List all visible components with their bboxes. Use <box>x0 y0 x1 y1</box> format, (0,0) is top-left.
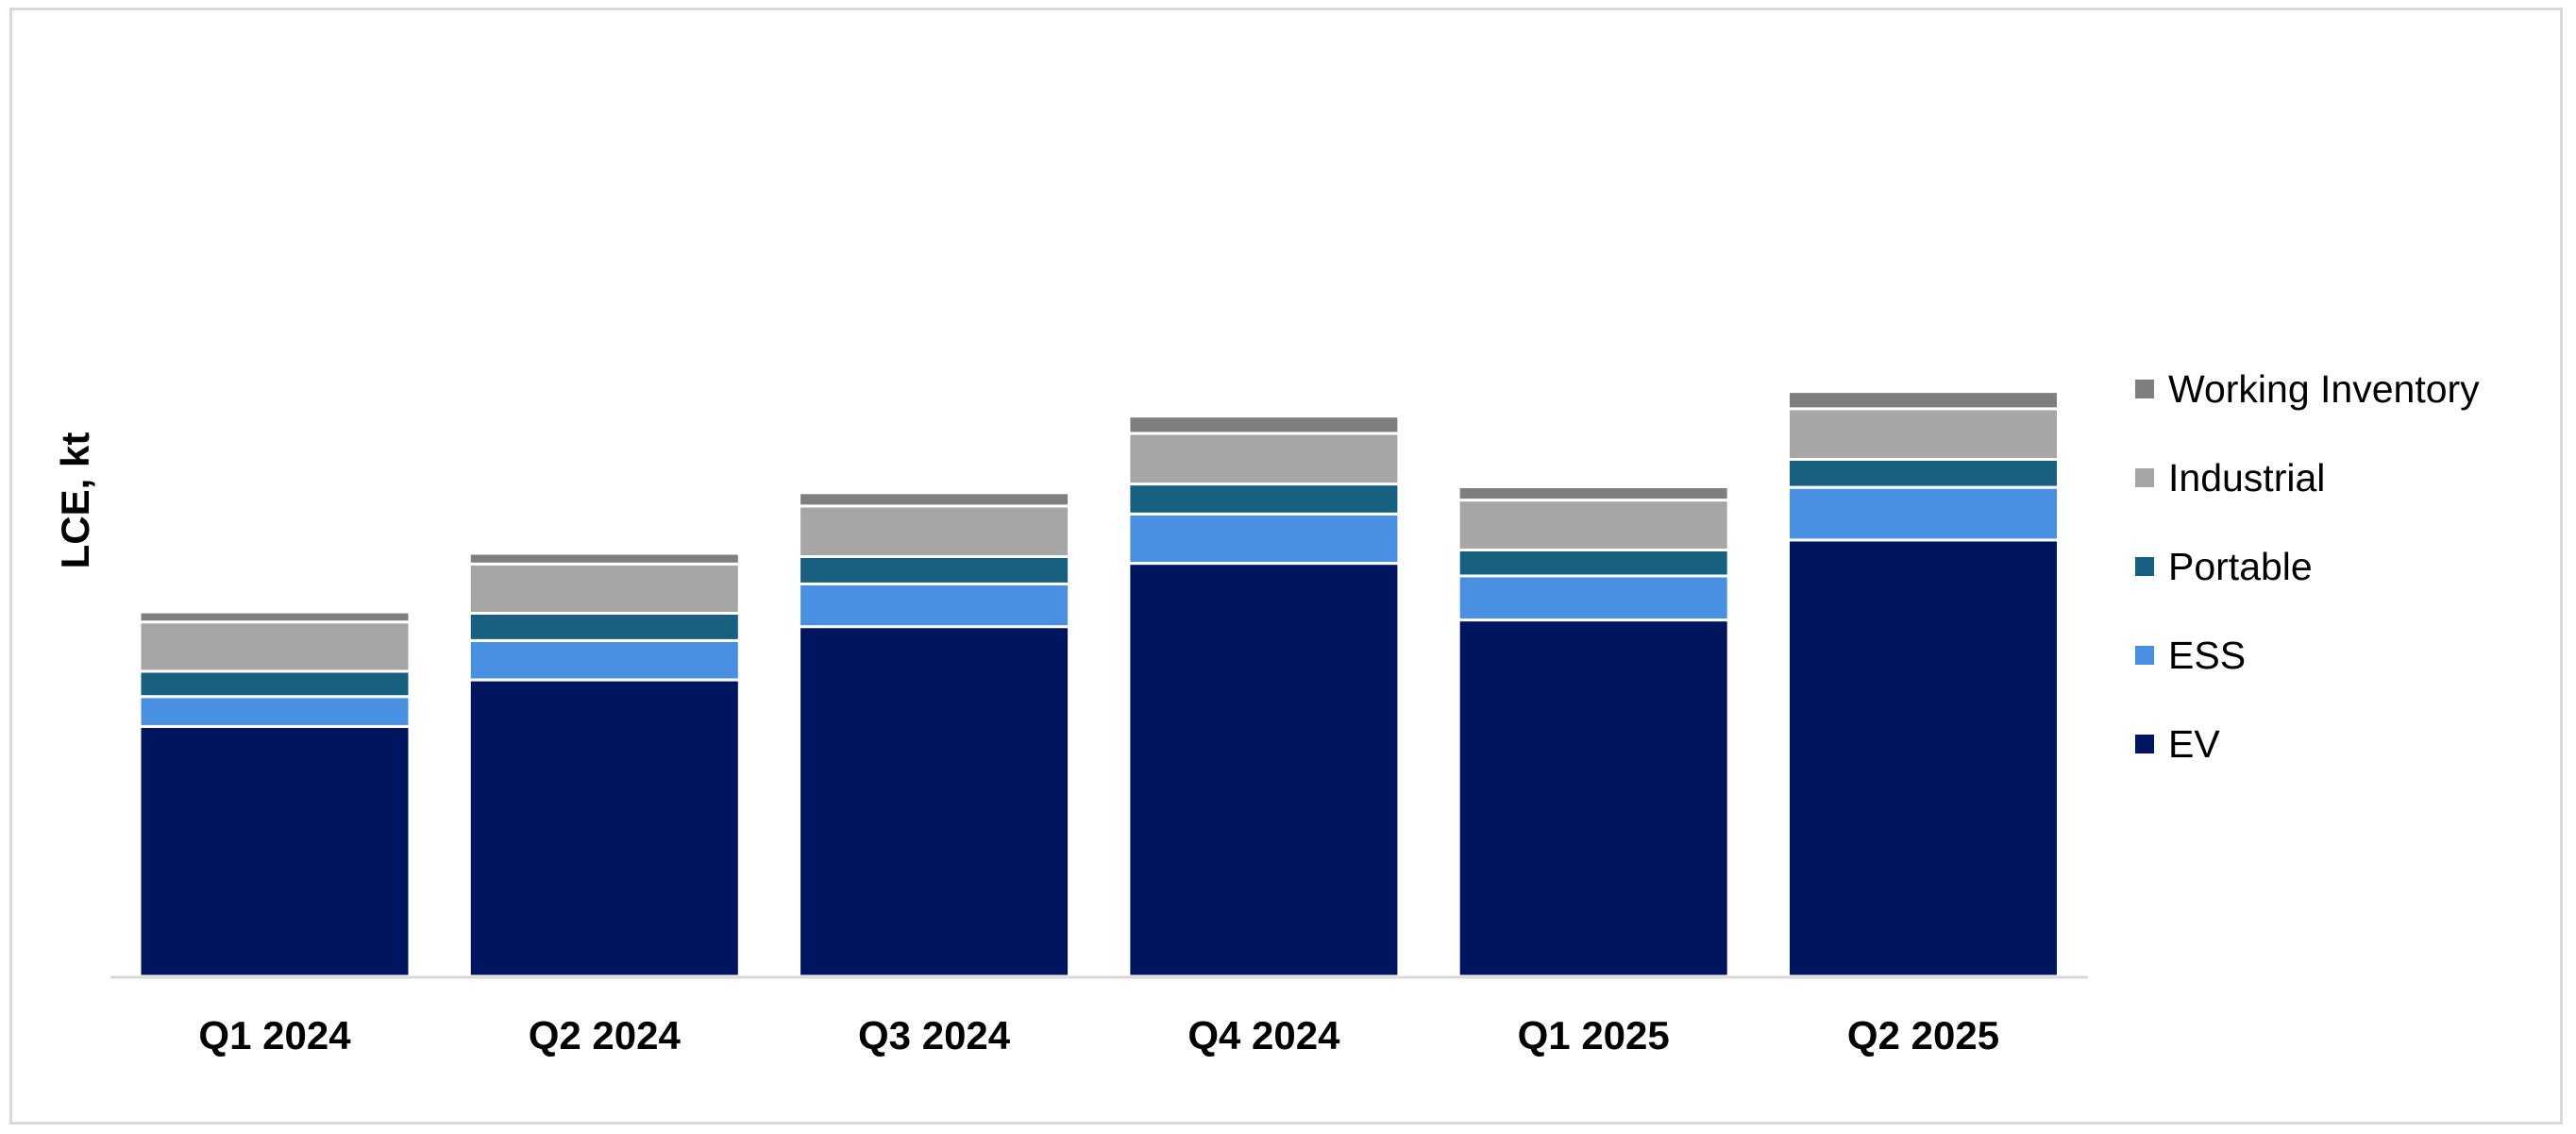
bar-segment-portable-q2-2025 <box>1787 458 2060 489</box>
bar-segment-industrial-q2-2024 <box>467 562 741 615</box>
legend-swatch <box>2135 735 2154 753</box>
bar-segment-portable-q4-2024 <box>1127 482 1401 516</box>
legend-item-ess: ESS <box>2135 634 2246 677</box>
bar-segment-ev-q2-2025 <box>1787 538 2060 978</box>
bar-segment-ev-q3-2024 <box>798 625 1071 978</box>
legend-item-ev: EV <box>2135 722 2220 766</box>
bar-segment-ev-q4-2024 <box>1127 562 1401 978</box>
bar-segment-industrial-q1-2025 <box>1456 499 1730 551</box>
bar-segment-portable-q2-2024 <box>467 612 741 642</box>
bar-segment-working-inventory-q2-2025 <box>1787 390 2060 411</box>
x-tick-label: Q2 2025 <box>1847 1013 1999 1058</box>
legend-swatch <box>2135 468 2154 487</box>
x-tick-label: Q1 2025 <box>1518 1013 1670 1058</box>
legend-swatch <box>2135 646 2154 665</box>
y-axis-title: LCE, kt <box>53 432 97 569</box>
bar-segment-industrial-q1-2024 <box>138 620 412 673</box>
x-tick-label: Q2 2024 <box>529 1013 682 1058</box>
legend-item-working-inventory: Working Inventory <box>2135 367 2480 411</box>
bar-segment-ev-q1-2025 <box>1456 618 1730 978</box>
legend-swatch <box>2135 557 2154 576</box>
bar-segment-ess-q1-2024 <box>138 695 412 728</box>
bar-segment-industrial-q3-2024 <box>798 504 1071 559</box>
legend-label: Portable <box>2168 545 2313 588</box>
bar-segment-ess-q3-2024 <box>798 583 1071 629</box>
bar-segment-working-inventory-q3-2024 <box>798 491 1071 508</box>
legend-label: ESS <box>2168 634 2246 677</box>
bar-segment-ess-q2-2024 <box>467 638 741 682</box>
bar-segment-ev-q2-2024 <box>467 678 741 978</box>
bar-segment-portable-q3-2024 <box>798 555 1071 585</box>
bar-segment-ess-q2-2025 <box>1787 485 2060 542</box>
bars-layer <box>138 390 2060 978</box>
legend-label: Industrial <box>2168 456 2325 499</box>
legend-label: EV <box>2168 722 2220 766</box>
bar-segment-ess-q1-2025 <box>1456 574 1730 622</box>
legend-label: Working Inventory <box>2168 367 2480 411</box>
legend: Working Inventory Industrial Portable ESS EV <box>2135 367 2480 766</box>
x-tick-label: Q4 2024 <box>1187 1013 1340 1058</box>
bar-segment-ess-q4-2024 <box>1127 512 1401 566</box>
x-tick-labels: Q1 2024 Q2 2024 Q3 2024 Q4 2024 Q1 2025 Q2 20… <box>198 1013 1999 1058</box>
bar-segment-portable-q1-2024 <box>138 669 412 699</box>
bar-segment-working-inventory-q2-2024 <box>467 551 741 566</box>
bar-segment-working-inventory-q4-2024 <box>1127 415 1401 435</box>
x-tick-label: Q3 2024 <box>858 1013 1011 1058</box>
bar-segment-working-inventory-q1-2025 <box>1456 485 1730 502</box>
legend-swatch <box>2135 380 2154 398</box>
legend-item-portable: Portable <box>2135 545 2313 588</box>
x-tick-label: Q1 2024 <box>198 1013 351 1058</box>
bar-segment-ev-q1-2024 <box>138 724 412 978</box>
bar-segment-portable-q1-2025 <box>1456 549 1730 578</box>
bar-segment-industrial-q2-2025 <box>1787 407 2060 461</box>
bar-segment-industrial-q4-2024 <box>1127 432 1401 486</box>
bar-segment-working-inventory-q1-2024 <box>138 610 412 624</box>
legend-item-industrial: Industrial <box>2135 456 2325 499</box>
